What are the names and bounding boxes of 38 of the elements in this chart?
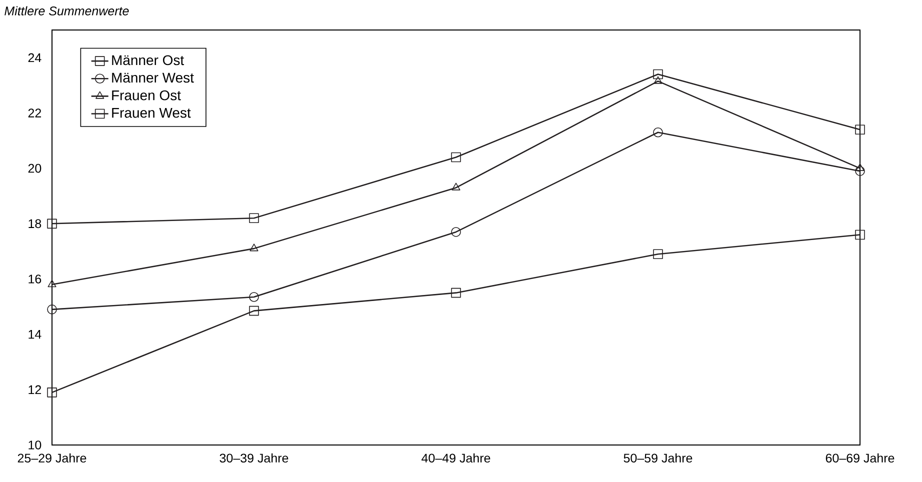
point (250, 244, 258, 252)
x-tick-label: 60–69 Jahre (826, 453, 894, 463)
point (855, 230, 865, 240)
legend-label: Frauen West (112, 108, 191, 118)
x-tick-label: 25–29 Jahre (18, 453, 86, 463)
y-tick-label: 16 (28, 274, 42, 284)
point (47, 388, 57, 398)
y-tick-label: 10 (28, 440, 42, 450)
point (48, 280, 56, 288)
point (856, 163, 864, 171)
point (855, 124, 865, 134)
point (653, 127, 663, 138)
point (451, 227, 461, 237)
legend-label: Frauen Ost (112, 90, 181, 100)
point (451, 288, 461, 298)
point (47, 218, 57, 229)
y-tick-label: 22 (28, 108, 42, 118)
y-tick-label: 24 (28, 53, 42, 62)
point (451, 152, 461, 162)
point (855, 166, 865, 176)
y-tick-label: 18 (28, 219, 42, 228)
x-tick-label: 40–49 Jahre (422, 453, 490, 463)
point (47, 304, 57, 314)
point (452, 182, 460, 190)
point (249, 292, 259, 302)
legend-label: Männer West (112, 72, 194, 83)
x-tick-label: 50–59 Jahre (624, 453, 692, 463)
point (249, 306, 259, 316)
point (249, 213, 259, 224)
x-tick-label: 30–39 Jahre (220, 453, 288, 463)
point (654, 76, 662, 84)
y-tick-label: 12 (28, 385, 42, 394)
legend-label: Männer Ost (112, 55, 184, 66)
y-axis-title: Mittlere Summenwerte (4, 6, 129, 16)
y-tick-label: 14 (28, 330, 42, 339)
y-tick-label: 20 (28, 164, 42, 173)
point (653, 249, 663, 259)
point (653, 69, 663, 80)
